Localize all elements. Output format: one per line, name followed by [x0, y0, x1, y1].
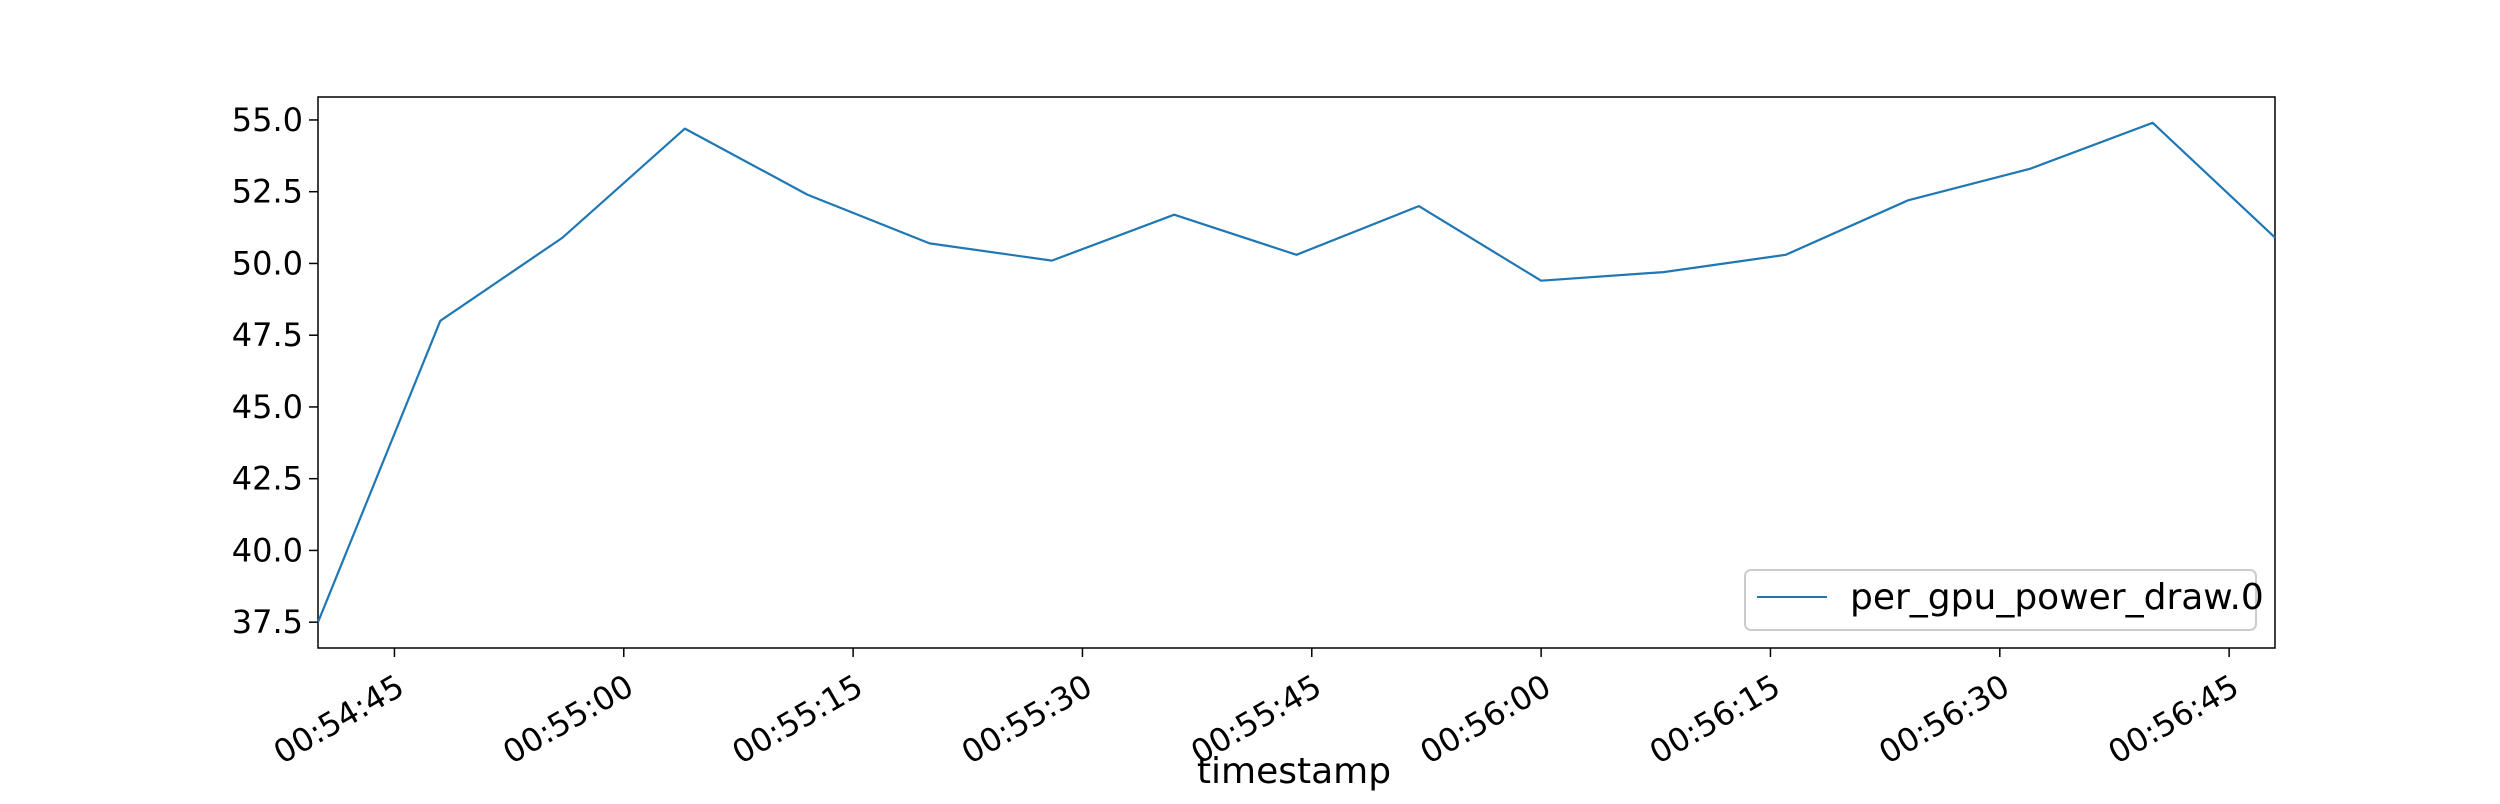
legend-frame [1744, 569, 2257, 631]
y-tick-label: 52.5 [232, 173, 303, 211]
x-tick-label: 00:55:00 [496, 667, 639, 772]
plot-area [317, 96, 2276, 649]
legend: per_gpu_power_draw.0 [1744, 569, 2264, 631]
x-tick-label: 00:56:00 [1414, 667, 1557, 772]
data-point [561, 236, 565, 240]
data-point [2028, 167, 2032, 171]
data-point [928, 241, 932, 245]
data-point [805, 193, 809, 197]
y-tick-label: 50.0 [232, 244, 303, 282]
data-point [438, 319, 442, 323]
data-point [1906, 198, 1910, 202]
data-point [1172, 213, 1176, 217]
y-tick-label: 45.0 [232, 388, 303, 426]
data-point [1050, 259, 1054, 263]
data-point [1784, 253, 1788, 257]
data-point [683, 127, 687, 131]
y-tick-label: 42.5 [232, 460, 303, 498]
legend-label: per_gpu_power_draw.0 [1850, 577, 2264, 618]
y-axis: 37.5 40.0 42.5 45.0 47.5 50.0 52.5 55.0 [232, 101, 318, 641]
x-tick-label: 00:56:30 [1872, 667, 2015, 772]
y-tick-label: 40.0 [232, 531, 303, 569]
data-point [1661, 270, 1665, 274]
y-tick-label: 37.5 [232, 603, 303, 641]
x-axis-title: timestamp [1197, 751, 1391, 792]
data-point [1539, 279, 1543, 283]
x-tick-label: 00:55:30 [955, 667, 1098, 772]
data-point [2151, 121, 2155, 125]
x-tick-label: 00:55:15 [726, 667, 869, 772]
y-tick-label: 47.5 [232, 316, 303, 354]
y-tick-label: 55.0 [232, 101, 303, 139]
data-point [2273, 236, 2277, 240]
x-tick-label: 00:56:15 [1643, 667, 1786, 772]
x-tick-label: 00:54:45 [267, 667, 410, 772]
plot-frame [317, 96, 2276, 649]
series-layer [316, 121, 2277, 623]
data-point [1417, 204, 1421, 208]
series-line-0 [316, 121, 2276, 623]
data-point [1295, 253, 1299, 257]
x-tick-label: 00:56:45 [2102, 667, 2245, 772]
